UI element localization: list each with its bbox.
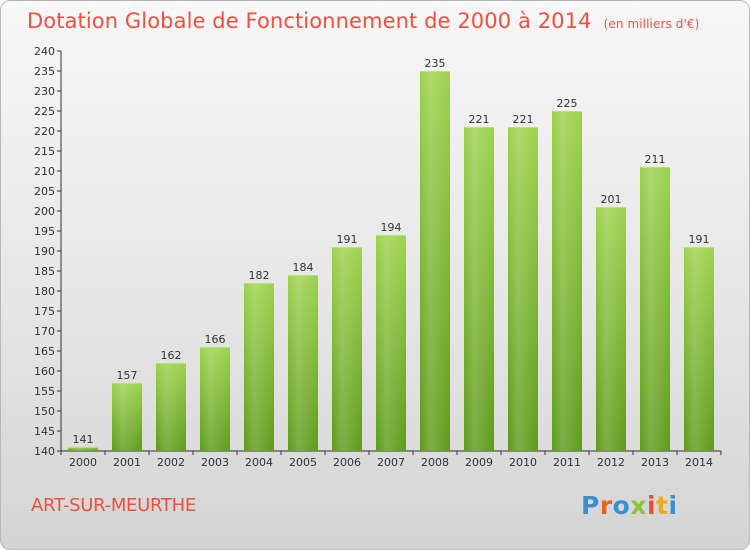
logo-letter: P — [581, 491, 600, 520]
x-tick-label: 2011 — [553, 456, 581, 469]
logo-letter: i — [668, 491, 678, 520]
y-tick-label: 165 — [34, 345, 55, 358]
bar-value-label: 191 — [337, 233, 358, 246]
bar-value-label: 184 — [293, 261, 314, 274]
y-tick-label: 205 — [34, 185, 55, 198]
y-tick-label: 140 — [34, 445, 55, 458]
y-tick-label: 190 — [34, 245, 55, 258]
bar-value-label: 221 — [469, 113, 490, 126]
x-tick-label: 2009 — [465, 456, 493, 469]
bar-value-label: 194 — [381, 221, 402, 234]
x-tick-label: 2005 — [289, 456, 317, 469]
bar-highlight — [684, 247, 714, 451]
x-tick-label: 2008 — [421, 456, 449, 469]
y-tick-label: 175 — [34, 305, 55, 318]
logo-letter: r — [599, 491, 613, 520]
bar-highlight — [244, 283, 274, 451]
bar-highlight — [200, 347, 230, 451]
x-tick-label: 2001 — [113, 456, 141, 469]
bar-value-label: 182 — [249, 269, 270, 282]
commune-name: ART-SUR-MEURTHE — [31, 495, 196, 516]
x-tick-label: 2004 — [245, 456, 273, 469]
bar-value-label: 221 — [513, 113, 534, 126]
y-tick-label: 235 — [34, 65, 55, 78]
x-tick-label: 2000 — [69, 456, 97, 469]
x-tick-label: 2006 — [333, 456, 361, 469]
chart-axes: 1401451501551601651701751801851901952002… — [34, 45, 722, 469]
y-tick-label: 210 — [34, 165, 55, 178]
bar-highlight — [332, 247, 362, 451]
x-tick-label: 2002 — [157, 456, 185, 469]
x-tick-label: 2007 — [377, 456, 405, 469]
bar-value-label: 225 — [557, 97, 578, 110]
y-tick-label: 225 — [34, 105, 55, 118]
y-tick-label: 200 — [34, 205, 55, 218]
x-tick-label: 2013 — [641, 456, 669, 469]
y-tick-label: 155 — [34, 385, 55, 398]
bar-highlight — [68, 447, 98, 451]
x-tick-label: 2014 — [685, 456, 713, 469]
y-tick-label: 240 — [34, 45, 55, 58]
y-tick-label: 215 — [34, 145, 55, 158]
bar-highlight — [508, 127, 538, 451]
bar-highlight — [376, 235, 406, 451]
bar-highlight — [288, 275, 318, 451]
bar-value-label: 162 — [161, 349, 182, 362]
y-tick-label: 170 — [34, 325, 55, 338]
bar-highlight — [552, 111, 582, 451]
y-tick-label: 230 — [34, 85, 55, 98]
y-tick-label: 185 — [34, 265, 55, 278]
x-tick-label: 2010 — [509, 456, 537, 469]
bar-value-label: 235 — [425, 57, 446, 70]
bar-value-label: 191 — [689, 233, 710, 246]
bar-highlight — [464, 127, 494, 451]
x-tick-label: 2012 — [597, 456, 625, 469]
y-tick-label: 150 — [34, 405, 55, 418]
chart-subtitle: (en milliers d'€) — [603, 17, 700, 31]
bar-highlight — [640, 167, 670, 451]
bar-highlight — [596, 207, 626, 451]
bar-highlight — [112, 383, 142, 451]
bar-highlight — [156, 363, 186, 451]
x-tick-label: 2003 — [201, 456, 229, 469]
proxiti-logo: Proxiti — [581, 491, 678, 520]
bar-value-label: 141 — [73, 433, 94, 446]
bar-highlight — [420, 71, 450, 451]
y-tick-label: 180 — [34, 285, 55, 298]
chart-title-text: Dotation Globale de Fonctionnement de 20… — [27, 9, 592, 33]
chart-title: Dotation Globale de Fonctionnement de 20… — [27, 9, 699, 33]
logo-letter: t — [656, 491, 669, 520]
logo-letter: o — [612, 491, 631, 520]
y-tick-label: 145 — [34, 425, 55, 438]
y-tick-label: 195 — [34, 225, 55, 238]
bar-value-label: 201 — [601, 193, 622, 206]
y-tick-label: 160 — [34, 365, 55, 378]
bar-value-label: 166 — [205, 333, 226, 346]
logo-letter: i — [647, 491, 657, 520]
chart-value-labels: 141 157 162 166 182 184 191 194 235 221 221 225 201 2… — [73, 57, 710, 446]
logo-letter: x — [630, 491, 647, 520]
bar-value-label: 211 — [645, 153, 666, 166]
bar-value-label: 157 — [117, 369, 138, 382]
chart-bars — [68, 71, 714, 451]
y-tick-label: 220 — [34, 125, 55, 138]
